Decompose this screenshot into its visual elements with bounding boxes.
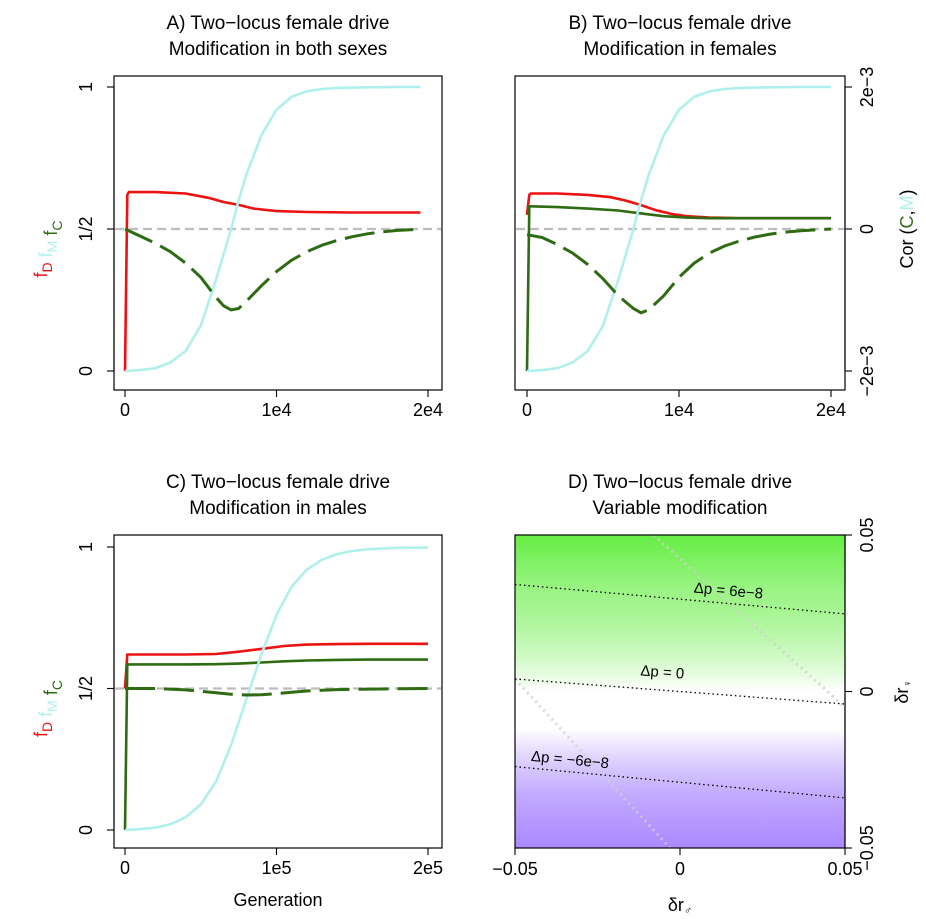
x-tick-label: 0.05	[827, 859, 862, 879]
right-title-part: ,	[897, 210, 917, 215]
y-tick-label: 0	[76, 825, 96, 835]
y-title-subscript: D	[39, 722, 55, 732]
series-fd-line	[123, 190, 421, 372]
panel-C-title-line-1: C) Two−locus female drive	[166, 472, 390, 493]
y-tick-label: 1	[76, 82, 96, 92]
series-fm-line	[526, 85, 831, 373]
x-tick-label: 1e5	[261, 858, 291, 878]
y-title-subscript: ♀	[902, 679, 914, 687]
right-title-part: )	[897, 189, 917, 195]
y-axis-title: fD fM fC	[31, 221, 65, 278]
right-title-part: M	[897, 195, 917, 210]
panel-D: D) Two−locus female drive Variable modifi…	[492, 472, 914, 917]
series-fd-line	[525, 192, 831, 220]
right-tick-label: 0	[857, 686, 877, 696]
right-tick-label: −0.05	[857, 825, 877, 871]
x-axis-title: Generation	[233, 890, 322, 910]
y-title-subscript: D	[39, 262, 55, 272]
heatmap-fill	[515, 535, 845, 848]
y-axis: 0 1/2 1	[76, 82, 115, 376]
contour-label: Δp = 6e−8	[693, 580, 763, 603]
panel-C-title-line-2: Modification in males	[189, 498, 366, 519]
panel-A-title-line-1: A) Two−locus female drive	[167, 13, 390, 34]
panel-D-title-line-1: D) Two−locus female drive	[568, 472, 792, 493]
y-title-subscript: M	[44, 241, 60, 253]
panel-B-title-line-2: Modification in females	[583, 39, 776, 60]
y-tick-label: 1	[76, 542, 96, 552]
x-tick-label: 0	[120, 400, 130, 420]
right-y-axis: −2e−3 0 2e−3 Cor (C,M)	[844, 67, 917, 397]
right-axis-title: Cor (C,M)	[897, 189, 917, 268]
contour-label: Δp = 0	[640, 662, 685, 682]
x-title-subscript: ♂	[684, 905, 692, 917]
faint-diagonal-line	[513, 677, 672, 850]
x-tick-label: 0	[675, 859, 685, 879]
series-fc-line	[123, 658, 428, 831]
series-fd-line	[123, 642, 428, 689]
faint-diagonal-line	[652, 533, 847, 709]
right-y-axis: −0.05 0 0.05 δr♀	[844, 517, 914, 871]
x-axis: 0 1e4 2e4	[120, 389, 443, 420]
y-title-subscript: M	[44, 700, 60, 712]
right-tick-label: −2e−3	[857, 345, 877, 396]
y-title-symbol: f	[41, 230, 61, 241]
panel-A-title-line-2: Modification in both sexes	[169, 39, 388, 60]
plot-frame	[514, 75, 846, 391]
y-axis: 0 1/2 1	[76, 542, 115, 835]
x-axis: −0.05 0 0.05	[492, 847, 863, 879]
x-axis: 0 1e5 2e5	[120, 847, 443, 878]
y-title-symbol: f	[31, 271, 51, 277]
contour-line	[514, 765, 846, 799]
right-tick-label: 2e−3	[857, 67, 877, 108]
x-tick-label: 0	[120, 858, 130, 878]
y-title-symbol: f	[36, 251, 56, 262]
contour-line	[514, 678, 846, 705]
contour-line	[514, 583, 846, 615]
y-title-symbol: f	[41, 689, 61, 700]
right-title-part: C	[897, 216, 917, 229]
y-title-subscript: C	[49, 680, 65, 690]
panel-C: C) Two−locus female drive Modification in…	[31, 472, 443, 910]
x-tick-label: 2e4	[816, 400, 846, 420]
y-tick-label: 1/2	[76, 676, 96, 701]
y-title-subscript: C	[49, 221, 65, 231]
series-fm-line	[124, 85, 421, 373]
y-title-symbol: f	[36, 711, 56, 722]
series-corcm-line	[526, 227, 832, 315]
x-tick-label: −0.05	[492, 859, 538, 879]
series-fc-line	[525, 205, 831, 372]
x-tick-label: 0	[522, 400, 532, 420]
x-tick-label: 2e5	[413, 858, 443, 878]
right-tick-label: 0.05	[857, 517, 877, 552]
x-axis: 0 1e4 2e4	[522, 389, 846, 420]
series-fm-line	[124, 546, 429, 832]
series-corcm-line	[124, 227, 421, 312]
x-tick-label: 1e4	[664, 400, 694, 420]
panel-D-title-line-2: Variable modification	[593, 498, 768, 519]
right-title-part: Cor (	[897, 229, 917, 269]
x-axis-title: δr♂	[668, 895, 692, 917]
x-tick-label: 2e4	[413, 400, 443, 420]
right-tick-label: 0	[857, 224, 877, 234]
plot-frame	[113, 75, 443, 391]
x-title-symbol: δr	[668, 895, 684, 915]
y-tick-label: 1/2	[76, 216, 96, 241]
panel-A: A) Two−locus female drive Modification in…	[31, 13, 443, 420]
y-title-symbol: δr	[892, 688, 912, 704]
y-title-symbol: f	[31, 731, 51, 737]
y-tick-label: 0	[76, 366, 96, 376]
plot-frame	[113, 534, 443, 849]
right-axis-title: δr♀	[892, 679, 914, 703]
panel-B-title-line-1: B) Two−locus female drive	[569, 13, 792, 34]
panel-B: B) Two−locus female drive Modification in…	[514, 13, 917, 420]
x-tick-label: 1e4	[261, 400, 291, 420]
y-axis-title: fD fM fC	[31, 680, 65, 737]
